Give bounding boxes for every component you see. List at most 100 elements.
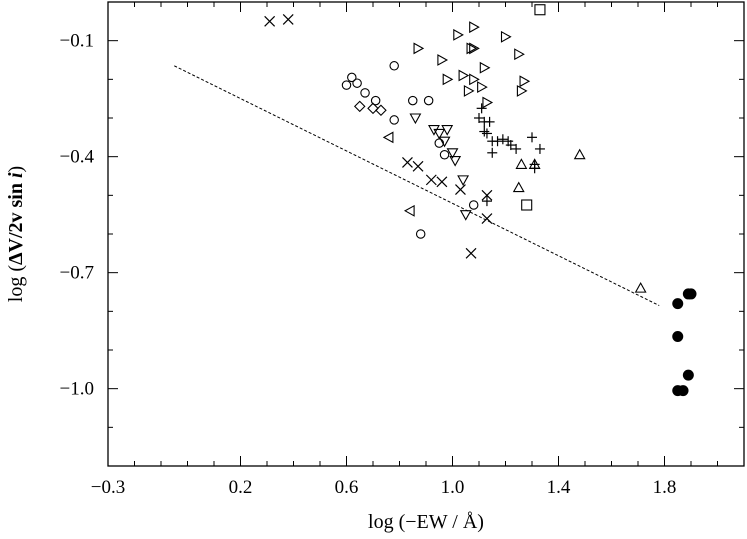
- x-tick-label: 1.0: [441, 477, 465, 498]
- y-tick-label: −0.4: [60, 147, 95, 168]
- x-axis-title: log (−EW / Å): [368, 511, 484, 533]
- diamond-marker: [353, 100, 366, 113]
- triangle-right-marker: [469, 73, 480, 86]
- triangle-right-marker: [477, 81, 488, 94]
- y-tick-label: −0.1: [60, 31, 94, 52]
- x-stroke: [264, 15, 276, 27]
- triangle-right-marker: [469, 21, 480, 34]
- y-axis-title-prefix: log (: [5, 265, 27, 303]
- x-marker: [455, 184, 466, 195]
- triangle-up-marker: [634, 282, 647, 293]
- circle-marker: [434, 138, 444, 148]
- y-axis-title-italic: i: [5, 172, 27, 178]
- triangle-right-marker: [442, 73, 454, 86]
- plus-marker: [479, 126, 490, 137]
- circle-marker: [360, 88, 370, 98]
- plus-marker: [476, 103, 487, 114]
- triangle-left-marker: [382, 131, 394, 144]
- triangle-right-marker: [482, 96, 494, 109]
- x-marker: [465, 247, 477, 259]
- circle-marker: [423, 95, 434, 106]
- triangle-right-marker: [458, 69, 470, 82]
- tick-labels: −0.3 0.2 0.6 1.0 1.4 1.8 −0.1 −0.4 −0.7 −1.0: [60, 31, 677, 498]
- triangle-right-marker: [453, 28, 464, 41]
- x-stroke: [455, 184, 466, 195]
- triangle-right-marker: [463, 84, 475, 97]
- circle-marker: [407, 95, 418, 106]
- y-axis-title: log (ΔV/2v sin i): [5, 166, 27, 302]
- triangle-right-marker: [469, 42, 480, 55]
- circle-marker: [439, 149, 450, 160]
- triangle-right-marker: [466, 42, 478, 55]
- plus-marker: [505, 140, 516, 151]
- x-stroke: [425, 174, 437, 186]
- plus-marker: [497, 134, 508, 145]
- triangle-down-marker: [441, 125, 454, 136]
- triangle-right-marker: [479, 61, 491, 74]
- circle-marker: [347, 72, 357, 83]
- triangle-right-marker: [500, 30, 512, 43]
- x-marker: [425, 174, 437, 186]
- triangle-up-marker: [573, 148, 586, 160]
- filled-circle-marker: [677, 385, 689, 397]
- triangle-down-marker: [446, 148, 459, 159]
- triangle-down-marker: [428, 125, 440, 136]
- x-marker: [402, 157, 413, 168]
- triangle-down-marker: [409, 113, 422, 125]
- x-stroke: [412, 160, 424, 172]
- y-axis-title-suffix: ): [5, 166, 27, 173]
- triangle-down-marker: [459, 210, 472, 221]
- triangle-right-marker: [413, 42, 425, 55]
- x-tick-label: 0.6: [335, 477, 359, 498]
- square-marker: [521, 199, 533, 211]
- plot-frame: [107, 1, 745, 467]
- x-stroke: [282, 13, 294, 25]
- circle-marker: [415, 229, 426, 239]
- x-marker: [481, 189, 493, 201]
- plus-marker: [474, 113, 484, 123]
- data-markers: [264, 4, 697, 397]
- filled-circle-marker: [682, 369, 694, 381]
- x-marker: [436, 176, 448, 188]
- y-tick-label: −1.0: [60, 379, 94, 400]
- filled-circle-marker: [672, 298, 684, 310]
- circle-marker: [389, 115, 399, 125]
- plus-marker: [534, 143, 545, 154]
- x-stroke: [465, 247, 477, 259]
- x-stroke: [481, 189, 493, 201]
- x-stroke: [436, 176, 448, 188]
- axis-ticks: [108, 1, 745, 466]
- x-tick-label: 1.8: [653, 477, 677, 498]
- square-marker: [534, 4, 546, 16]
- x-tick-label: 1.4: [547, 477, 571, 498]
- plus-marker: [487, 147, 498, 158]
- triangle-up-marker: [515, 158, 528, 169]
- triangle-right-marker: [437, 54, 449, 66]
- plus-marker: [492, 136, 503, 147]
- x-stroke: [402, 157, 413, 168]
- triangle-down-marker: [457, 175, 470, 186]
- triangle-down-marker: [438, 136, 451, 148]
- circle-marker: [370, 95, 381, 106]
- x-marker: [282, 13, 294, 25]
- filled-circle-marker: [672, 330, 684, 342]
- triangle-up-marker: [512, 181, 525, 193]
- triangle-right-marker: [516, 84, 528, 97]
- plus-marker: [511, 143, 522, 154]
- fit-line: [174, 65, 660, 306]
- circle-marker: [341, 80, 352, 90]
- triangle-left-marker: [403, 204, 415, 217]
- circle-marker: [389, 61, 399, 71]
- y-axis-title-bold: ΔV/2v sin: [5, 178, 27, 265]
- x-marker: [264, 15, 276, 27]
- circle-marker: [352, 78, 362, 88]
- triangle-right-marker: [519, 75, 531, 88]
- plus-marker: [527, 132, 537, 143]
- x-marker: [412, 160, 424, 172]
- diamond-marker: [367, 102, 379, 115]
- plus-marker: [481, 196, 492, 207]
- triangle-down-marker: [449, 155, 462, 167]
- x-tick-label: 0.2: [229, 477, 253, 498]
- triangle-right-marker: [514, 48, 525, 61]
